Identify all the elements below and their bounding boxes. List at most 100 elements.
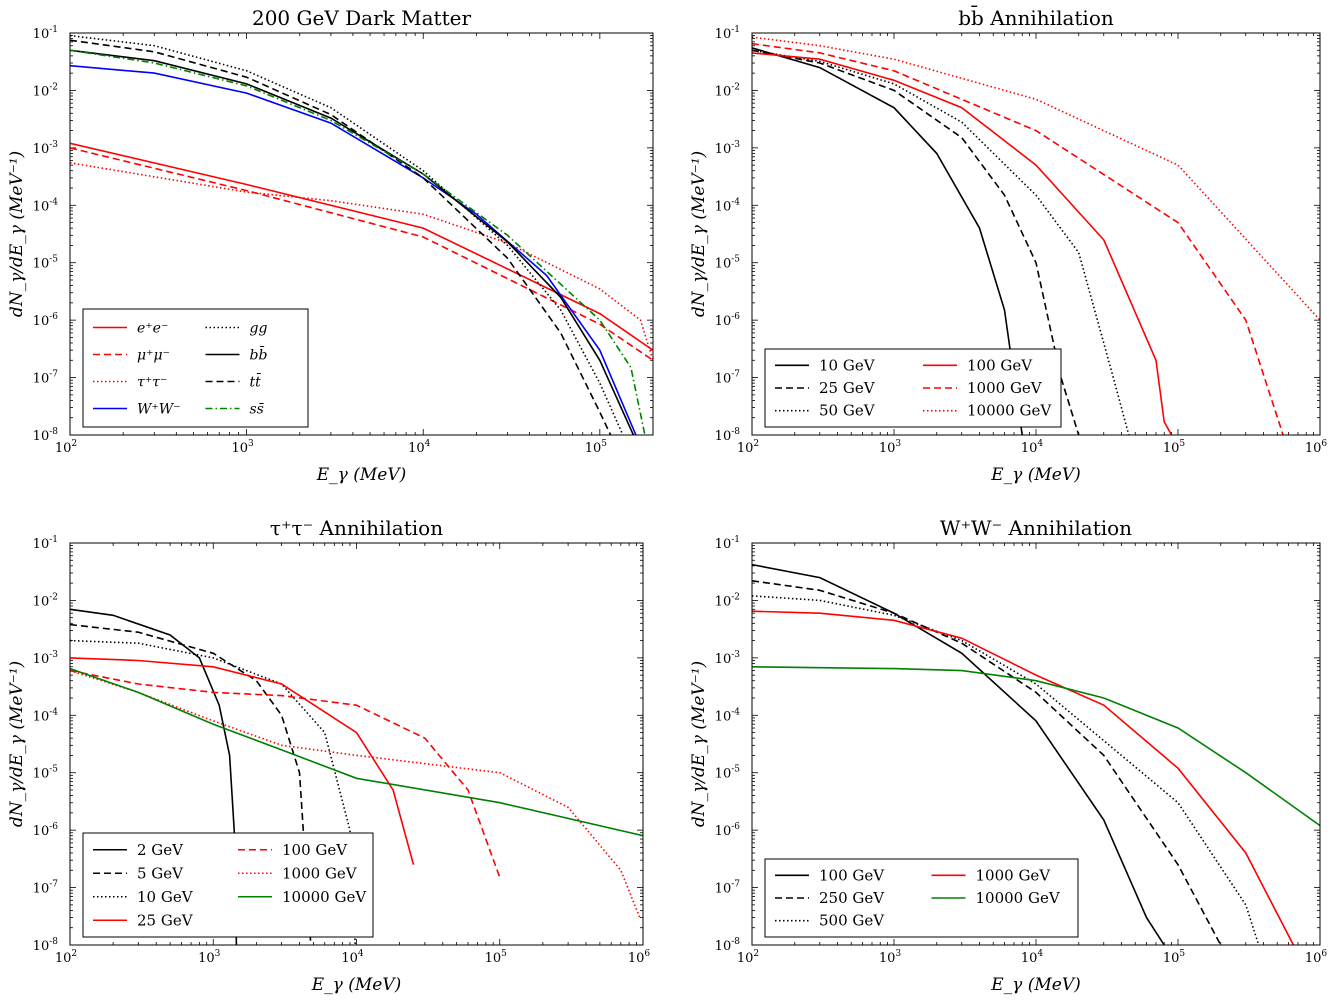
y-tick-label: 10-7: [33, 880, 59, 897]
series-line: [70, 162, 653, 361]
y-axis-label: dN_γ/dE_γ (MeV⁻¹): [689, 661, 709, 827]
x-tick-label: 102: [55, 439, 77, 456]
series-line: [752, 52, 1173, 435]
chart-title: bb̄ Annihilation: [958, 5, 1114, 30]
series-line: [752, 47, 1023, 435]
legend-box: [764, 348, 1062, 428]
legend-label: 10 GeV: [819, 356, 876, 374]
series-line: [70, 639, 356, 945]
y-tick-label: 10-7: [715, 370, 741, 387]
y-tick-label: 10-4: [715, 707, 741, 724]
legend-label: W⁺W⁻: [137, 402, 181, 418]
series-line: [752, 42, 1284, 435]
x-tick-label: 103: [198, 949, 221, 966]
x-tick-label: 102: [737, 949, 759, 966]
series-line: [70, 49, 646, 435]
legend-label: 10000 GeV: [967, 402, 1052, 420]
panel-2: 102 103 104 105 106 10-8 10-7 10-6 10-5 10-4 10-3 1…: [689, 5, 1327, 485]
y-axis-label: dN_γ/dE_γ (MeV⁻¹): [7, 661, 27, 827]
series-line: [70, 64, 637, 435]
x-tick-label: 104: [1021, 439, 1044, 456]
y-tick-label: 10-6: [33, 312, 59, 329]
series-line: [752, 580, 1222, 945]
series-line: [70, 142, 653, 351]
y-tick-label: 10-4: [33, 707, 59, 724]
legend-label: 1000 GeV: [282, 864, 358, 882]
y-tick-label: 10-7: [715, 880, 741, 897]
legend-label: 5 GeV: [137, 864, 184, 882]
series-line: [752, 49, 1130, 435]
legend-label: 10 GeV: [137, 888, 194, 906]
legend-label: e⁺e⁻: [137, 321, 168, 337]
y-tick-label: 10-5: [33, 765, 59, 782]
chart-title: τ⁺τ⁻ Annihilation: [270, 516, 443, 540]
y-tick-label: 10-8: [715, 427, 741, 444]
y-tick-label: 10-6: [33, 822, 59, 839]
legend: 2 GeV 5 GeV 10 GeV 25 GeV 100 GeV 1000 GeV 100…: [82, 832, 374, 938]
x-axis-label: E_γ (MeV): [990, 975, 1080, 995]
y-axis-label: dN_γ/dE_γ (MeV⁻¹): [689, 151, 709, 317]
legend: 10 GeV 25 GeV 50 GeV 100 GeV 1000 GeV 10000 G…: [764, 348, 1062, 428]
plot-frame: [751, 32, 1321, 436]
series-line: [70, 669, 501, 878]
legend-label: 500 GeV: [819, 912, 885, 930]
legend-label: 10000 GeV: [976, 889, 1061, 907]
x-tick-label: 106: [1305, 439, 1328, 456]
legend-label: 10000 GeV: [282, 888, 367, 906]
series-line: [70, 669, 641, 918]
y-tick-label: 10-6: [715, 312, 741, 329]
y-tick-label: 10-2: [715, 82, 740, 99]
legend-label: 50 GeV: [819, 402, 876, 420]
panel-1: 102 103 104 105 10-8 10-7 10-6 10-5 10-4 10-3 10-2…: [7, 6, 654, 485]
series-line: [752, 563, 1165, 945]
legend-label: 25 GeV: [137, 911, 194, 929]
chart-title: 200 GeV Dark Matter: [252, 6, 471, 30]
legend-box: [82, 308, 309, 428]
x-tick-label: 105: [1163, 949, 1186, 966]
legend: e⁺e⁻ μ⁺μ⁻ τ⁺τ⁻ W⁺W⁻ gg bb̄ tt̄ ss̄: [82, 308, 309, 428]
x-tick-label: 102: [55, 949, 77, 966]
x-tick-label: 103: [231, 439, 254, 456]
x-tick-label: 103: [879, 439, 902, 456]
x-axis-label: E_γ (MeV): [316, 465, 406, 485]
y-tick-label: 10-5: [715, 765, 741, 782]
legend-label: tt̄: [250, 372, 262, 390]
series-line: [752, 610, 1295, 945]
chart-title: W⁺W⁻ Annihilation: [940, 516, 1132, 540]
x-tick-label: 103: [879, 949, 902, 966]
y-tick-label: 10-5: [33, 255, 59, 272]
y-tick-label: 10-3: [33, 140, 59, 157]
legend-label: ss̄: [250, 402, 265, 418]
y-tick-label: 10-1: [715, 535, 740, 552]
x-tick-label: 105: [1163, 439, 1186, 456]
legend-label: gg: [250, 321, 268, 337]
y-tick-label: 10-2: [33, 82, 58, 99]
x-tick-label: 105: [585, 439, 608, 456]
x-axis-label: E_γ (MeV): [990, 465, 1080, 485]
legend-label: 250 GeV: [819, 889, 885, 907]
x-axis-label: E_γ (MeV): [311, 975, 401, 995]
x-tick-label: 104: [1021, 949, 1044, 966]
y-tick-label: 10-2: [33, 592, 58, 609]
series-line: [752, 36, 1320, 321]
y-tick-label: 10-1: [33, 25, 58, 42]
legend-label: μ⁺μ⁻: [137, 348, 170, 364]
legend-box: [764, 858, 1079, 938]
legend-label: 25 GeV: [819, 379, 876, 397]
y-axis-label: dN_γ/dE_γ (MeV⁻¹): [7, 151, 27, 317]
series-line: [70, 657, 415, 865]
series-line: [752, 595, 1260, 945]
legend-label: bb̄: [250, 345, 268, 363]
y-tick-label: 10-3: [715, 140, 741, 157]
series-line: [70, 667, 643, 837]
legend: 100 GeV 250 GeV 500 GeV 1000 GeV 10000 GeV: [764, 858, 1079, 938]
legend-label: 1000 GeV: [976, 866, 1052, 884]
series-line: [752, 666, 1320, 827]
y-tick-label: 10-1: [33, 535, 58, 552]
plot-frame: [751, 542, 1321, 946]
legend-label: 100 GeV: [967, 356, 1033, 374]
y-tick-label: 10-7: [33, 370, 59, 387]
series-line: [70, 623, 312, 945]
legend-label: 1000 GeV: [967, 379, 1043, 397]
